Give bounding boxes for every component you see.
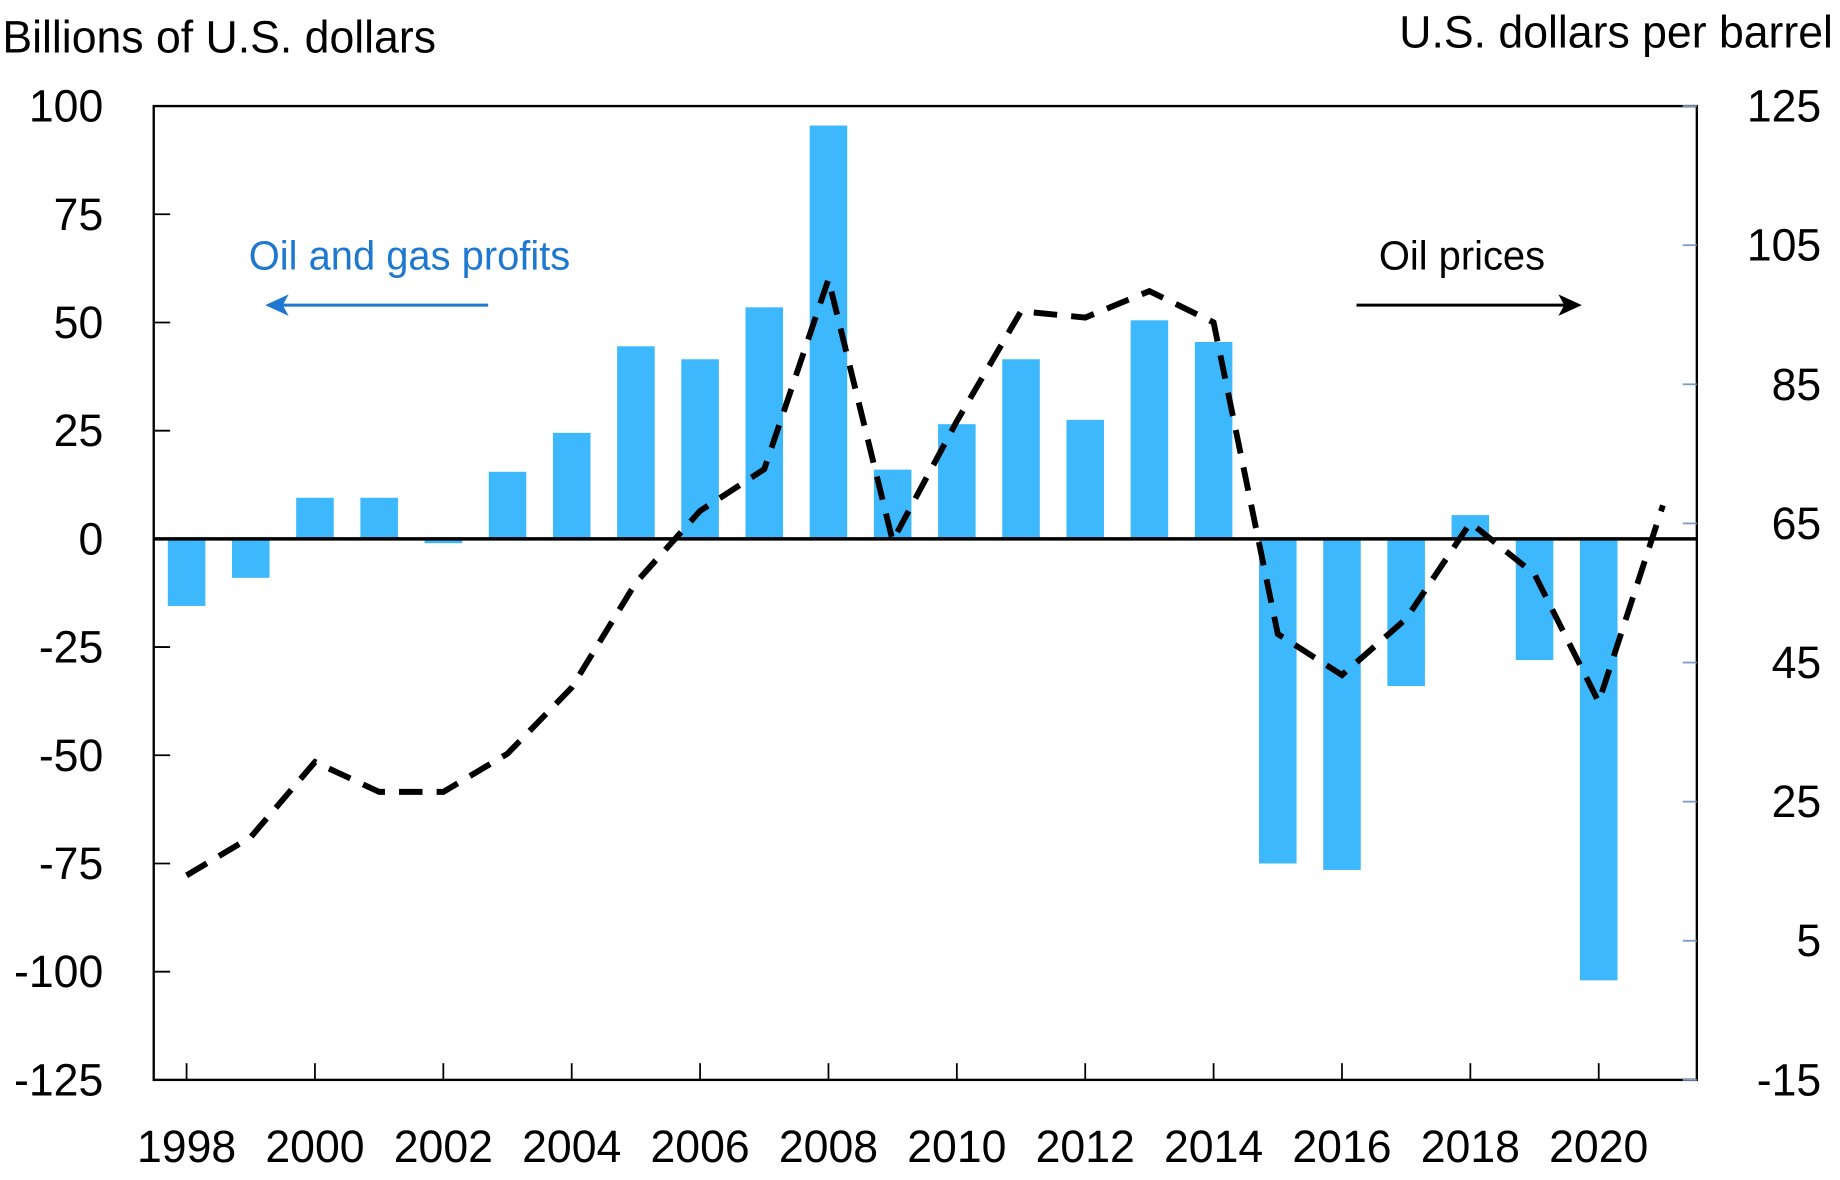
x-tick-label: 2014 [1164,1121,1263,1172]
left-tick-label: -50 [39,729,103,780]
left-tick-label: 100 [29,80,103,131]
bar-2004 [552,432,591,539]
right-tick-label: 125 [1747,80,1821,131]
bar-1998 [167,538,206,606]
right-tick-label: -15 [1757,1054,1821,1105]
legend-oil-prices: Oil prices [1379,233,1545,278]
x-tick-label: 2012 [1036,1121,1135,1172]
right-tick-label: 85 [1772,358,1822,409]
right-tick-label: 5 [1796,915,1821,966]
x-tick-label: 2008 [779,1121,878,1172]
plot-frame [152,104,1699,1082]
right-axis-title: U.S. dollars per barrel [1399,6,1833,57]
right-arrow-icon [1356,294,1582,316]
bar-2010 [938,424,976,539]
x-tick-label: 2020 [1549,1121,1648,1172]
bar-2015 [1259,538,1297,864]
bar-2017 [1387,538,1425,687]
x-axis: 1998 2000 2002 2004 2006 2008 2010 2012 2014 2016… [137,1063,1648,1172]
left-tick-label: 50 [54,297,104,348]
left-tick-label: 25 [54,405,104,456]
bar-2011 [1002,359,1040,539]
x-tick-label: 2004 [522,1121,621,1172]
bar-2007 [745,307,784,539]
left-tick-label: -25 [39,621,103,672]
right-tick-label: 105 [1747,219,1821,270]
bar-2013 [1130,320,1169,539]
x-tick-label: 2006 [650,1121,749,1172]
bar-2003 [488,471,527,539]
left-tick-label: -100 [14,946,103,997]
bar-2014 [1194,341,1233,539]
bar-2005 [617,346,655,539]
x-tick-label: 2000 [265,1121,364,1172]
left-axis: 100 75 50 25 0 -25 -50 -75 -100 -125 [14,80,171,1105]
bar-2019 [1515,538,1554,661]
bar-2000 [296,497,334,539]
right-tick-label: 45 [1772,637,1822,688]
right-axis: 125 105 85 65 45 25 5 -15 [1682,80,1822,1105]
left-tick-label: -125 [14,1054,103,1105]
x-tick-label: 2016 [1292,1121,1391,1172]
left-tick-label: 75 [54,188,104,239]
left-arrow-icon [265,294,489,316]
oil-price-line [185,268,1666,878]
x-tick-label: 1998 [137,1121,236,1172]
legend-oil-gas-profits: Oil and gas profits [249,233,570,278]
left-axis-title: Billions of U.S. dollars [2,11,436,62]
x-tick-label: 2018 [1421,1121,1520,1172]
right-tick-label: 25 [1772,776,1822,827]
left-tick-label: -75 [39,838,103,889]
bar-2016 [1323,538,1361,870]
bars-group [167,125,1618,981]
bar-2012 [1066,419,1104,539]
right-tick-label: 65 [1772,498,1822,549]
x-tick-label: 2010 [907,1121,1006,1172]
left-tick-label: 0 [78,513,103,564]
bar-2001 [360,497,398,539]
bar-2002 [424,538,463,544]
bar-1999 [231,538,270,578]
x-tick-label: 2002 [394,1121,493,1172]
bar-2020 [1579,538,1618,981]
